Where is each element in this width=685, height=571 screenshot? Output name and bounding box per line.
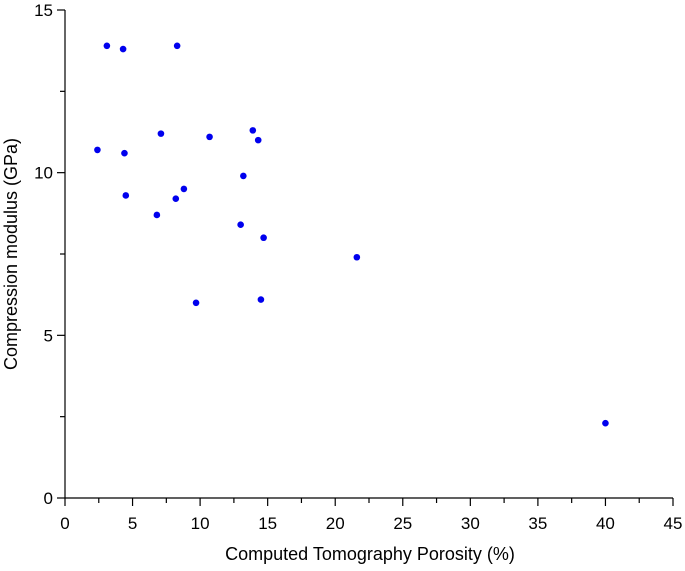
data-point xyxy=(173,42,181,50)
x-tick-label: 5 xyxy=(128,514,137,533)
y-tick-label: 15 xyxy=(34,1,53,20)
x-axis-ticks: 0 5 10 15 20 25 30 35 40 45 xyxy=(60,498,682,533)
data-point xyxy=(157,130,165,137)
x-tick-label: 45 xyxy=(664,514,683,533)
y-axis-title: Compression modulus (GPa) xyxy=(1,138,21,370)
data-point xyxy=(121,149,128,157)
data-point xyxy=(192,299,200,307)
y-tick-label: 0 xyxy=(44,489,53,508)
data-point xyxy=(119,45,127,53)
data-point xyxy=(254,136,262,144)
y-tick-label: 5 xyxy=(44,326,53,345)
data-point xyxy=(103,42,111,50)
x-tick-label: 25 xyxy=(393,514,412,533)
data-point xyxy=(180,185,188,193)
data-points xyxy=(94,42,609,427)
data-point xyxy=(353,253,361,261)
axes xyxy=(64,10,673,499)
y-axis-ticks: 0 5 10 15 xyxy=(34,1,65,508)
data-point xyxy=(257,296,265,303)
data-point xyxy=(153,211,161,219)
data-point xyxy=(172,195,180,202)
x-tick-label: 10 xyxy=(191,514,210,533)
x-tick-label: 20 xyxy=(326,514,345,533)
data-point xyxy=(206,133,213,141)
data-point xyxy=(240,172,247,180)
data-point xyxy=(260,234,267,242)
data-point xyxy=(237,221,244,229)
x-tick-label: 40 xyxy=(596,514,615,533)
data-point xyxy=(122,192,130,199)
data-point xyxy=(249,127,257,134)
x-tick-label: 35 xyxy=(528,514,547,533)
x-tick-label: 30 xyxy=(461,514,480,533)
data-point xyxy=(602,419,609,427)
x-tick-label: 15 xyxy=(258,514,277,533)
x-axis-title: Computed Tomography Porosity (%) xyxy=(225,544,515,564)
x-tick-label: 0 xyxy=(60,514,69,533)
data-point xyxy=(94,146,101,154)
y-tick-label: 10 xyxy=(34,164,53,183)
